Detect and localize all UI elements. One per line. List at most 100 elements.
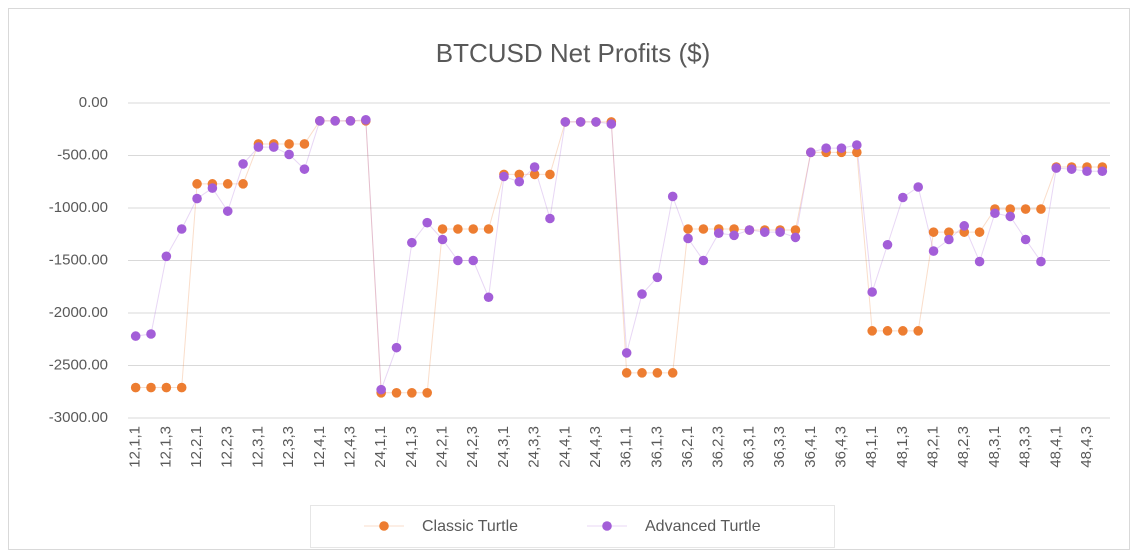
point bbox=[836, 143, 847, 153]
point bbox=[1020, 204, 1031, 214]
point bbox=[621, 368, 632, 378]
x-tick-label: 36,2,3 bbox=[710, 426, 727, 468]
point bbox=[713, 228, 724, 238]
point bbox=[974, 256, 985, 267]
point bbox=[453, 255, 463, 266]
x-tick-label: 36,2,1 bbox=[679, 426, 696, 468]
point bbox=[192, 193, 202, 204]
point bbox=[299, 139, 310, 149]
point bbox=[1036, 204, 1046, 214]
point bbox=[652, 368, 663, 378]
point bbox=[314, 116, 325, 126]
y-tick-label: -2000.00 bbox=[49, 304, 108, 321]
point bbox=[222, 206, 233, 216]
point bbox=[345, 116, 356, 126]
point bbox=[161, 251, 172, 262]
x-tick-label: 48,4,1 bbox=[1047, 426, 1064, 468]
legend-label: Advanced Turtle bbox=[645, 518, 761, 535]
point bbox=[407, 237, 417, 248]
point bbox=[944, 227, 954, 237]
point bbox=[882, 326, 893, 336]
point bbox=[161, 382, 172, 393]
point bbox=[683, 233, 693, 244]
point bbox=[437, 234, 448, 245]
point bbox=[422, 388, 433, 398]
series-line bbox=[135, 120, 1103, 394]
point bbox=[928, 227, 939, 237]
x-tick-label: 24,2,3 bbox=[464, 426, 481, 468]
x-tick-label: 24,3,3 bbox=[526, 426, 543, 468]
point bbox=[683, 224, 693, 234]
point bbox=[729, 230, 739, 241]
point bbox=[422, 217, 433, 228]
x-tick-label: 36,3,3 bbox=[771, 426, 788, 468]
point bbox=[898, 192, 908, 203]
x-tick-label: 24,1,3 bbox=[403, 426, 420, 468]
point bbox=[790, 232, 801, 243]
point bbox=[146, 329, 156, 339]
y-tick-label: -1500.00 bbox=[49, 251, 108, 268]
point bbox=[1066, 164, 1077, 174]
point bbox=[867, 287, 877, 297]
point bbox=[130, 331, 141, 341]
x-tick-label: 12,3,1 bbox=[249, 426, 266, 468]
point bbox=[130, 382, 141, 393]
point bbox=[192, 179, 202, 189]
point bbox=[176, 382, 187, 393]
point bbox=[330, 116, 340, 126]
x-tick-label: 24,3,1 bbox=[495, 426, 512, 468]
point bbox=[253, 142, 264, 152]
point bbox=[1051, 163, 1062, 173]
point bbox=[867, 326, 877, 336]
point bbox=[852, 147, 862, 158]
x-tick-label: 12,1,1 bbox=[127, 426, 144, 468]
point bbox=[268, 142, 279, 152]
point bbox=[591, 117, 601, 127]
point bbox=[667, 368, 678, 378]
y-tick-label: -3000.00 bbox=[49, 409, 108, 426]
point bbox=[560, 117, 571, 127]
x-tick-label: 48,1,3 bbox=[894, 426, 911, 468]
point bbox=[637, 368, 647, 378]
point bbox=[1082, 166, 1092, 177]
point bbox=[545, 213, 555, 224]
point bbox=[1036, 256, 1046, 267]
point bbox=[222, 179, 233, 189]
point bbox=[775, 227, 785, 237]
point bbox=[698, 255, 709, 266]
y-tick-label: -2500.00 bbox=[49, 356, 108, 373]
point bbox=[499, 171, 509, 182]
legend-box bbox=[310, 505, 835, 548]
point bbox=[744, 225, 755, 235]
x-tick-label: 48,2,3 bbox=[955, 426, 972, 468]
point bbox=[299, 164, 310, 174]
point bbox=[959, 221, 970, 231]
y-tick-label: -500.00 bbox=[57, 146, 108, 163]
point bbox=[391, 388, 402, 398]
point bbox=[1005, 211, 1016, 222]
y-tick-label: -1000.00 bbox=[49, 199, 108, 216]
point bbox=[698, 224, 709, 234]
x-tick-label: 12,2,1 bbox=[188, 426, 205, 468]
point bbox=[898, 326, 908, 336]
point bbox=[361, 115, 371, 125]
x-tick-label: 12,1,3 bbox=[157, 426, 174, 468]
x-tick-label: 48,2,1 bbox=[925, 426, 942, 468]
x-tick-label: 36,1,3 bbox=[648, 426, 665, 468]
point bbox=[176, 224, 187, 234]
point bbox=[468, 224, 479, 234]
point bbox=[483, 224, 494, 234]
point bbox=[913, 182, 924, 192]
x-tick-label: 36,3,1 bbox=[740, 426, 757, 468]
point bbox=[575, 117, 586, 127]
x-tick-label: 24,4,1 bbox=[556, 426, 573, 468]
point bbox=[974, 227, 985, 237]
point bbox=[928, 246, 939, 256]
point bbox=[621, 348, 632, 358]
x-tick-label: 12,4,3 bbox=[341, 426, 358, 468]
point bbox=[667, 191, 678, 202]
point bbox=[1097, 166, 1108, 177]
point bbox=[545, 169, 555, 180]
x-tick-label: 12,4,1 bbox=[311, 426, 328, 468]
